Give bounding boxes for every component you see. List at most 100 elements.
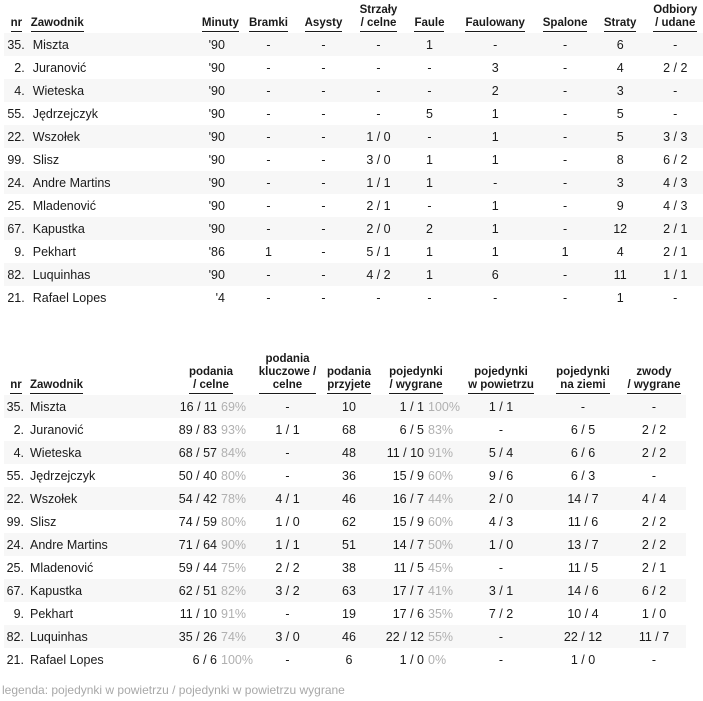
passes-received-cell: 10	[324, 395, 374, 418]
minutes-cell: '90	[161, 217, 241, 240]
aerial-duels-cell: 7 / 2	[488, 606, 514, 621]
passes-percent: 80%	[221, 514, 247, 529]
aerial-duels-cell: 3 / 1	[458, 579, 544, 602]
passes-value: 59 / 44	[178, 560, 217, 575]
shots-cell: -	[376, 106, 381, 121]
duels-value: 22 / 12	[385, 629, 424, 644]
player-name: Juranović	[30, 422, 84, 437]
fouled-cell: 6	[452, 263, 538, 286]
table-row: 21. Rafael Lopes '4 - - - - - - 1 -	[4, 286, 703, 309]
assists-cell: -	[321, 290, 326, 305]
col-player: Zawodnik	[30, 379, 84, 394]
player-number: 55.	[7, 106, 25, 121]
player-name: Luquinhas	[28, 625, 171, 648]
player-name: Miszta	[28, 33, 162, 56]
table-row: 22. Wszołek 54 / 42 78% 4 / 1 46 16 / 7 44% 2 / …	[4, 487, 686, 510]
match-stats-table: nr Zawodnik Minuty Bramki Asysty Strzały…	[4, 4, 703, 309]
player-number: 22.	[4, 125, 29, 148]
dribbles-cell: 11 / 7	[622, 625, 686, 648]
assists-cell: -	[296, 217, 351, 240]
recoveries-cell: -	[647, 33, 703, 56]
passes-value: 6 / 6	[192, 652, 217, 667]
duels-cell: 15 / 9 60%	[374, 510, 458, 533]
col-fouls: Faule	[414, 17, 445, 32]
fouls-cell: -	[427, 198, 432, 213]
ground-duels-cell: 13 / 7	[544, 533, 622, 556]
player-name: Jędrzejczyk	[30, 468, 96, 483]
player-number: 9.	[13, 606, 24, 621]
player-number: 4.	[4, 79, 29, 102]
aerial-duels-cell: -	[498, 560, 504, 575]
player-name: Juranović	[32, 60, 87, 75]
goals-cell: -	[240, 79, 296, 102]
recoveries-cell: 2 / 2	[663, 60, 688, 75]
passes-percent: 84%	[221, 445, 247, 460]
player-name: Wszołek	[28, 487, 171, 510]
goals-cell: -	[266, 106, 271, 121]
passes-received-cell: 38	[342, 560, 356, 575]
col-minutes: Minuty	[201, 17, 239, 32]
shots-cell: 1 / 0	[350, 125, 406, 148]
key-passes-cell: 1 / 0	[275, 514, 300, 529]
passes-value: 62 / 51	[178, 583, 217, 598]
player-number: 99.	[7, 152, 25, 167]
player-number: 25.	[7, 198, 25, 213]
passes-received-cell: 46	[324, 625, 374, 648]
offsides-cell: -	[563, 60, 568, 75]
col-key-passes: podania kluczowe / celne	[258, 353, 317, 394]
player-name: Rafael Lopes	[30, 652, 104, 667]
fouled-cell: -	[452, 171, 538, 194]
aerial-duels-cell: 1 / 1	[458, 395, 544, 418]
col-ground-duels: pojedynki na ziemi	[556, 366, 610, 394]
col-fouled: Faulowany	[465, 17, 525, 32]
passes-percent: 69%	[221, 399, 247, 414]
table-row: 67. Kapustka '90- -2 / 0 2 1-12 2 / 1	[4, 217, 703, 240]
assists-cell: -	[296, 33, 351, 56]
player-number: 2.	[13, 422, 24, 437]
duels-value: 17 / 7	[392, 583, 424, 598]
table-row: 9. Pekhart 11 / 10 91% - 19 17 / 6 35% 7 / 2 10 /…	[4, 602, 686, 625]
shots-cell: 5 / 1	[366, 244, 391, 259]
dribbles-cell: -	[651, 468, 657, 483]
passes-cell: 62 / 51 82%	[171, 579, 251, 602]
shots-cell: -	[376, 290, 381, 305]
duels-cell: 14 / 7 50%	[374, 533, 458, 556]
duels-percent: 83%	[428, 422, 454, 437]
duels-percent: 0%	[428, 652, 447, 667]
losses-cell: 11	[592, 263, 648, 286]
minutes-cell: '90	[161, 125, 241, 148]
col-losses: Straty	[603, 17, 637, 32]
fouled-cell: 1	[491, 106, 499, 121]
offsides-cell: -	[537, 217, 593, 240]
minutes-cell: '90	[208, 152, 225, 167]
player-name: Andre Martins	[28, 533, 171, 556]
col-shots: Strzały / celne	[359, 4, 398, 32]
duels-percent: 35%	[428, 606, 454, 621]
col-assists: Asysty	[304, 17, 343, 32]
duels-cell: 22 / 12 55%	[374, 625, 458, 648]
player-number: 99.	[6, 514, 24, 529]
passes-value: 16 / 11	[179, 399, 217, 414]
duels-cell: 16 / 7 44%	[374, 487, 458, 510]
minutes-cell: '90	[161, 263, 241, 286]
assists-cell: -	[296, 125, 351, 148]
passes-percent: 91%	[221, 606, 247, 621]
table-row: 35. Miszta 16 / 11 69% -10 1 / 1 100% 1 / 1--	[4, 395, 686, 418]
duels-percent: 60%	[428, 468, 454, 483]
fouls-cell: 1	[425, 152, 433, 167]
aerial-duels-cell: 4 / 3	[488, 514, 514, 529]
player-name: Luquinhas	[28, 263, 162, 286]
offsides-cell: -	[537, 171, 593, 194]
ground-duels-cell: 1 / 0	[570, 652, 596, 667]
key-passes-cell: -	[251, 441, 324, 464]
passes-cell: 54 / 42 78%	[171, 487, 251, 510]
dribbles-cell: 2 / 1	[641, 560, 667, 575]
fouled-cell: 1	[491, 244, 499, 259]
shots-cell: -	[350, 33, 406, 56]
goals-cell: -	[266, 198, 271, 213]
assists-cell: -	[321, 106, 326, 121]
player-name: Wieteska	[28, 441, 171, 464]
duels-percent: 41%	[428, 583, 454, 598]
duels-value: 6 / 5	[399, 422, 424, 437]
aerial-duels-cell: -	[498, 652, 504, 667]
